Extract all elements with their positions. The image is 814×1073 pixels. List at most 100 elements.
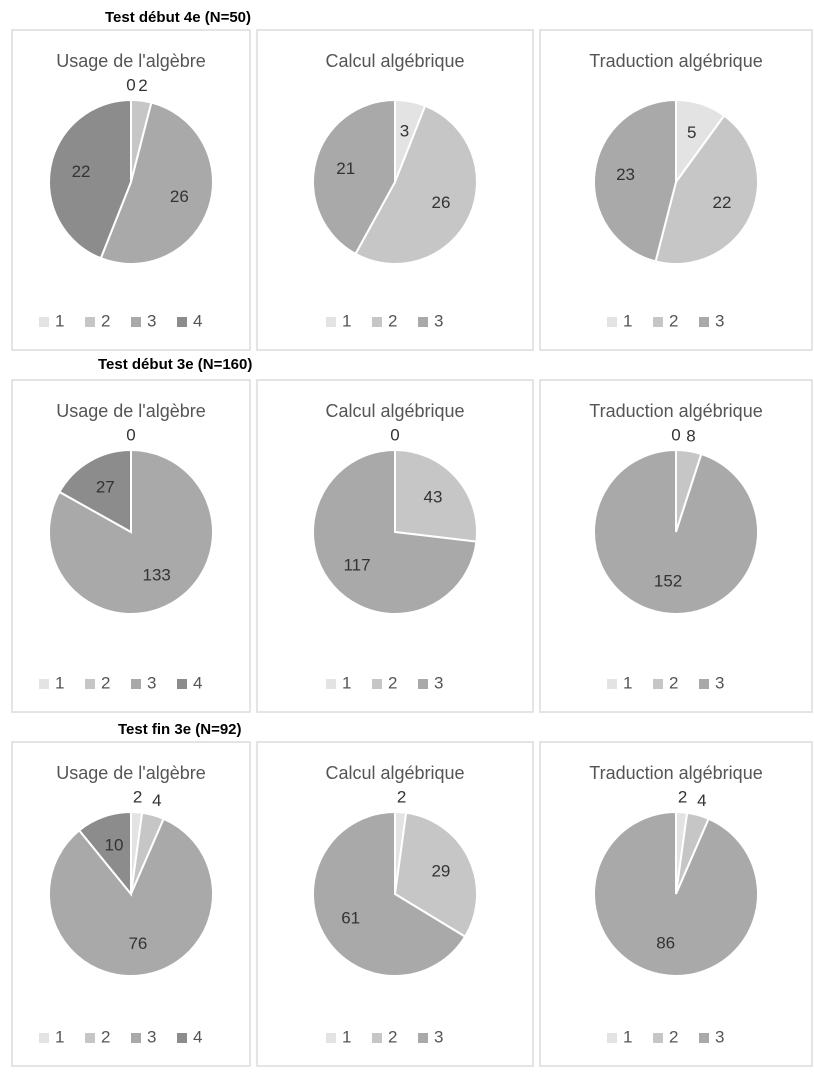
chart-title: Traduction algébrique [589,51,762,71]
legend-swatch [326,679,336,689]
data-label: 26 [432,193,451,212]
legend-label: 2 [669,673,678,692]
pie-slice [48,98,132,260]
pie-slice [48,817,214,977]
data-label: 3 [400,122,409,141]
data-label: 5 [687,123,696,142]
legend-label: 2 [669,1027,678,1046]
panel [539,379,813,713]
legend-label: 2 [388,673,397,692]
legend-label: 4 [193,673,202,692]
panel [539,741,813,1067]
legend-swatch [85,317,95,327]
data-label: 0 [671,425,680,444]
data-label: 27 [96,478,115,497]
data-label: 10 [105,836,124,855]
data-label: 23 [616,165,635,184]
legend-swatch [607,1033,617,1043]
pie-slice [593,98,677,263]
legend-label: 4 [193,311,202,330]
data-label: 26 [170,187,189,206]
data-label: 86 [656,933,675,952]
legend-swatch [372,1033,382,1043]
pie-slice [77,810,132,897]
legend-swatch [131,1033,141,1043]
panel [256,379,534,713]
legend-swatch [699,317,709,327]
legend-label: 3 [147,1027,156,1046]
data-label: 4 [152,791,161,810]
panel [256,29,534,351]
legend-swatch [418,1033,428,1043]
chart-title: Calcul algébrique [325,763,464,783]
data-label: 61 [341,908,360,927]
chart-title: Calcul algébrique [325,401,464,421]
legend-swatch [326,1033,336,1043]
section-title: Test début 3e (N=160) [98,356,252,373]
chart-title: Traduction algébrique [589,401,762,421]
legend-swatch [699,1033,709,1043]
data-label: 21 [336,159,355,178]
legend-label: 1 [55,1027,64,1046]
legend-label: 2 [388,1027,397,1046]
legend-label: 1 [55,673,64,692]
legend-label: 2 [101,673,110,692]
legend-swatch [177,1033,187,1043]
section-title: Test fin 3e (N=92) [118,721,242,738]
data-label: 4 [697,791,706,810]
chart-title: Usage de l'algèbre [56,401,206,421]
legend-label: 1 [623,673,632,692]
data-label: 22 [713,193,732,212]
legend-swatch [177,679,187,689]
legend-label: 1 [342,1027,351,1046]
legend-swatch [418,679,428,689]
legend-label: 1 [342,673,351,692]
legend-label: 3 [434,311,443,330]
legend-swatch [607,679,617,689]
legend-swatch [39,317,49,327]
pie-slice [99,101,214,265]
data-label: 43 [424,488,443,507]
legend-swatch [39,1033,49,1043]
pie-slice [58,448,132,534]
legend-swatch [372,317,382,327]
legend-label: 1 [623,1027,632,1046]
legend-swatch [418,317,428,327]
legend-label: 2 [101,1027,110,1046]
legend-label: 1 [55,311,64,330]
legend-swatch [85,679,95,689]
data-label: 117 [343,555,370,574]
legend-swatch [131,317,141,327]
legend-label: 3 [147,311,156,330]
legend-swatch [653,1033,663,1043]
data-label: 133 [143,565,171,584]
legend-label: 1 [623,311,632,330]
legend-label: 3 [715,673,724,692]
panel [539,29,813,351]
panel [11,379,251,713]
pie-slice [312,810,467,977]
data-label: 152 [654,572,682,591]
pie-slice [354,104,478,265]
data-label: 2 [138,76,147,95]
data-label: 22 [72,162,91,181]
pie-slice [394,448,478,543]
pie-slice [312,98,396,256]
legend-label: 2 [669,311,678,330]
legend-label: 3 [147,673,156,692]
legend-label: 3 [434,673,443,692]
chart-title: Traduction algébrique [589,763,762,783]
pie-slice [312,448,478,615]
legend-label: 1 [342,311,351,330]
panel [11,29,251,351]
legend-label: 4 [193,1027,202,1046]
legend-label: 2 [101,311,110,330]
legend-label: 3 [434,1027,443,1046]
legend-swatch [607,317,617,327]
legend-swatch [85,1033,95,1043]
data-label: 76 [128,934,147,953]
pie-slice [593,810,759,977]
legend-swatch [653,679,663,689]
pie-slice [593,448,759,615]
